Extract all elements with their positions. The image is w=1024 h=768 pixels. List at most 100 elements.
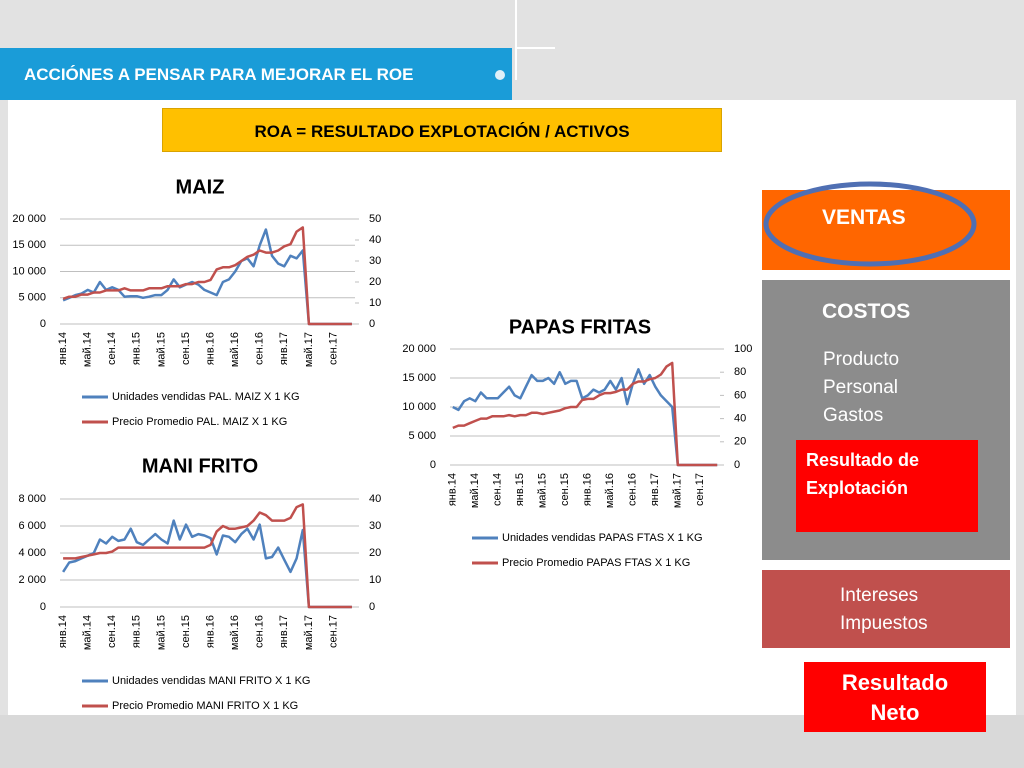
series-line (62, 226, 352, 326)
legend-label: Unidades vendidas PAPAS FTAS X 1 KG (502, 532, 703, 544)
y2-tick-label: 20 (369, 276, 381, 288)
legend-label: Precio Promedio PAPAS FTAS X 1 KG (502, 557, 690, 569)
y-tick-label: 15 000 (12, 239, 46, 251)
legend-label: Precio Promedio MANI FRITO X 1 KG (112, 700, 298, 712)
y-tick-label: 5 000 (18, 292, 46, 304)
series-line (63, 503, 352, 609)
otros-item: Intereses (840, 585, 919, 606)
x-tick-label: май.16 (229, 615, 241, 650)
y2-tick-label: 40 (734, 413, 746, 425)
resultado-explotacion-box: Resultado de Explotación (796, 440, 978, 532)
costos-items: Producto Personal Gastos (823, 346, 899, 430)
x-tick-label: янв.16 (582, 473, 594, 506)
x-tick-label: май.15 (537, 473, 549, 508)
y2-tick-label: 80 (734, 366, 746, 378)
formula-box: ROA = RESULTADO EXPLOTACIÓN / ACTIVOS (162, 108, 722, 152)
y2-tick-label: 0 (734, 459, 740, 471)
y2-tick-label: 60 (734, 389, 746, 401)
ellipse (763, 181, 977, 267)
chart-title: PAPAS FRITAS (509, 316, 651, 338)
y2-tick-label: 30 (369, 520, 381, 532)
series-line (452, 368, 718, 467)
side-band (0, 100, 8, 715)
resultado-neto: Resultado Neto (841, 670, 949, 725)
x-tick-label: май.17 (303, 615, 315, 650)
y-tick-label: 20 000 (402, 343, 436, 355)
y-tick-label: 0 (40, 601, 46, 613)
x-tick-label: май.17 (303, 332, 315, 367)
costos-title: COSTOS (822, 300, 911, 323)
x-tick-label: сен.17 (694, 473, 706, 506)
x-tick-label: янв.15 (131, 615, 143, 648)
x-tick-label: янв.17 (649, 473, 661, 506)
x-tick-label: янв.15 (131, 332, 143, 365)
x-tick-label: сен.16 (254, 615, 266, 648)
x-tick-label: сен.16 (254, 332, 266, 365)
x-tick-label: янв.14 (57, 615, 69, 648)
x-tick-label: май.15 (155, 332, 167, 367)
y2-tick-label: 0 (369, 318, 375, 330)
x-tick-label: май.16 (229, 332, 241, 367)
x-tick-label: янв.16 (204, 615, 216, 648)
y2-tick-label: 30 (369, 255, 381, 267)
ventas-label: VENTAS (822, 206, 906, 229)
y-tick-label: 5 000 (408, 430, 436, 442)
deco-line (515, 47, 555, 49)
x-tick-label: янв.17 (278, 332, 290, 365)
side-band (1016, 100, 1024, 715)
y2-tick-label: 10 (369, 574, 381, 586)
x-tick-label: сен.17 (327, 615, 339, 648)
y2-tick-label: 0 (369, 601, 375, 613)
x-tick-label: май.14 (82, 615, 94, 650)
x-tick-label: янв.16 (204, 332, 216, 365)
y2-tick-label: 10 (369, 297, 381, 309)
otros-items: Intereses Impuestos (840, 582, 928, 638)
chart-title: MANI FRITO (142, 455, 258, 477)
x-tick-label: сен.14 (492, 473, 504, 506)
x-tick-label: май.16 (604, 473, 616, 508)
x-tick-label: май.14 (469, 473, 481, 508)
x-tick-label: сен.14 (106, 332, 118, 365)
series-line (452, 361, 718, 467)
x-tick-label: сен.15 (180, 332, 192, 365)
x-tick-label: май.17 (672, 473, 684, 508)
x-tick-label: сен.16 (627, 473, 639, 506)
x-tick-label: сен.15 (559, 473, 571, 506)
y-tick-label: 4 000 (18, 547, 46, 559)
costos-item: Producto (823, 349, 900, 370)
formula-text: ROA = RESULTADO EXPLOTACIÓN / ACTIVOS (254, 122, 630, 141)
y2-tick-label: 40 (369, 493, 381, 505)
legend-label: Unidades vendidas PAL. MAIZ X 1 KG (112, 391, 300, 403)
x-tick-label: янв.14 (57, 332, 69, 365)
series-line (62, 519, 352, 609)
y2-tick-label: 20 (734, 436, 746, 448)
costos-item: Gastos (823, 405, 884, 426)
y2-tick-label: 20 (369, 547, 381, 559)
chart-title: MAIZ (176, 176, 225, 198)
y-tick-label: 0 (430, 459, 436, 471)
y-tick-label: 15 000 (402, 372, 436, 384)
y-tick-label: 0 (40, 318, 46, 330)
resultado-explotacion: Resultado de Explotación (806, 450, 920, 498)
x-tick-label: янв.15 (514, 473, 526, 506)
otros-box: Intereses Impuestos (762, 570, 1010, 648)
y2-tick-label: 50 (369, 213, 381, 225)
y-tick-label: 8 000 (18, 493, 46, 505)
x-tick-label: сен.17 (327, 332, 339, 365)
legend-label: Unidades vendidas MANI FRITO X 1 KG (112, 675, 311, 687)
y2-tick-label: 100 (734, 343, 752, 355)
x-tick-label: янв.17 (278, 615, 290, 648)
deco-line (515, 0, 517, 80)
y-tick-label: 20 000 (12, 213, 46, 225)
y-tick-label: 2 000 (18, 574, 46, 586)
resultado-neto-box: Resultado Neto (804, 662, 986, 732)
header-bar: ACCIÓNES A PENSAR PARA MEJORAR EL ROE (0, 48, 512, 100)
legend-label: Precio Promedio PAL. MAIZ X 1 KG (112, 416, 287, 428)
x-tick-label: янв.14 (447, 473, 459, 506)
y-tick-label: 10 000 (402, 401, 436, 413)
y-tick-label: 6 000 (18, 520, 46, 532)
y-tick-label: 10 000 (12, 265, 46, 277)
header-title: ACCIÓNES A PENSAR PARA MEJORAR EL ROE (24, 65, 414, 84)
